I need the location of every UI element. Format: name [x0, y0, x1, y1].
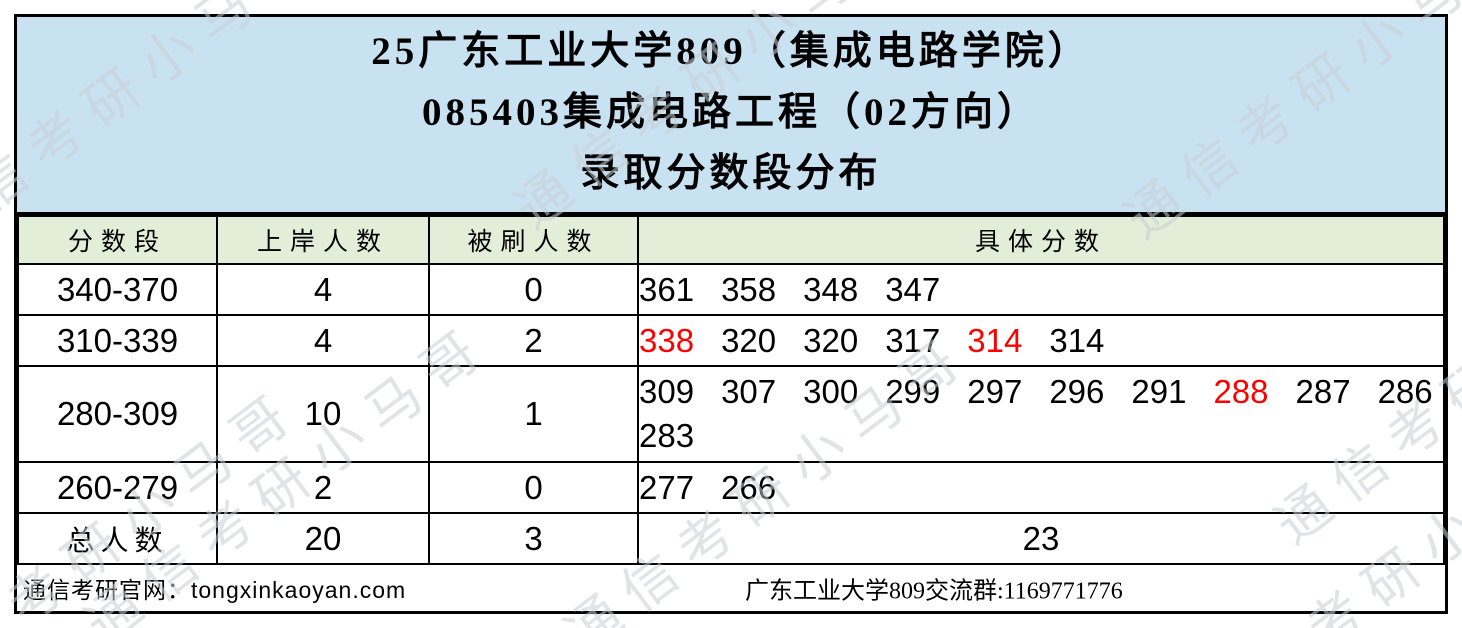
- score-value: 358: [721, 270, 777, 308]
- score-value: 287: [1295, 373, 1351, 410]
- col-header-admitted-count: 上岸人数: [216, 215, 430, 265]
- title-block: 25广东工业大学809（集成电路学院） 085403集成电路工程（02方向） 录…: [17, 17, 1445, 215]
- score-range-cell: 280-309: [17, 365, 218, 463]
- total-admitted: 20: [216, 512, 430, 565]
- score-value: 277: [639, 468, 695, 506]
- score-value: 320: [721, 321, 777, 359]
- score-value: 348: [803, 270, 859, 308]
- total-rejected: 3: [428, 512, 639, 565]
- score-range-cell: 310-339: [17, 314, 218, 367]
- admitted-count-cell: 4: [216, 263, 430, 316]
- table-row: 280-309 10 1 309 307 300 299 297 296 291 288 287 286…: [17, 365, 1445, 463]
- score-value: 297: [967, 373, 1023, 410]
- score-line: 338 320 320 317 314 314: [639, 319, 1442, 363]
- specific-scores-cell: 309 307 300 299 297 296 291 288 287 286 283: [637, 365, 1445, 463]
- score-value: 361: [639, 270, 695, 308]
- score-range-cell: 260-279: [17, 461, 218, 514]
- rejected-count-cell: 2: [428, 314, 639, 367]
- title-line-1: 25广东工业大学809（集成电路学院）: [371, 30, 1091, 73]
- table-row: 340-370 4 0 361 358 348 347: [17, 263, 1445, 316]
- specific-scores-cell: 338 320 320 317 314 314: [637, 314, 1445, 367]
- score-value: 296: [1049, 373, 1105, 410]
- table-frame: 25广东工业大学809（集成电路学院） 085403集成电路工程（02方向） 录…: [14, 14, 1448, 614]
- rejected-count-cell: 1: [428, 365, 639, 463]
- admitted-count-cell: 4: [216, 314, 430, 367]
- rejected-count-cell: 0: [428, 461, 639, 514]
- score-value: 286: [1377, 373, 1433, 410]
- score-value: 309: [639, 373, 695, 410]
- col-header-rejected-count: 被刷人数: [428, 215, 639, 265]
- score-value: 283: [639, 417, 695, 454]
- score-value: 300: [803, 373, 859, 410]
- total-scores-count: 23: [637, 512, 1445, 565]
- score-value: 307: [721, 373, 777, 410]
- header-row: 分数段 上岸人数 被刷人数 具体分数: [17, 215, 1445, 265]
- score-table: 分数段 上岸人数 被刷人数 具体分数 340-370 4 0 361 358 348 347…: [17, 215, 1445, 565]
- score-line: 283: [639, 414, 1442, 458]
- admitted-count-cell: 10: [216, 365, 430, 463]
- score-value: 314: [1049, 321, 1105, 359]
- score-value: 347: [885, 270, 941, 308]
- score-range-cell: 340-370: [17, 263, 218, 316]
- score-value: 299: [885, 373, 941, 410]
- score-value: 314: [967, 321, 1023, 359]
- footer-bar: 通信考研官网：tongxinkaoyan.com 广东工业大学809交流群:11…: [17, 565, 1445, 611]
- score-value: 288: [1213, 373, 1269, 410]
- score-value: 320: [803, 321, 859, 359]
- score-line: 277 266: [639, 466, 1442, 510]
- score-value: 338: [639, 321, 695, 359]
- table-row: 260-279 2 0 277 266: [17, 461, 1445, 514]
- col-header-score-range: 分数段: [17, 215, 218, 265]
- total-label: 总人数: [17, 512, 218, 565]
- specific-scores-cell: 361 358 348 347: [637, 263, 1445, 316]
- title-line-3: 录取分数段分布: [580, 152, 882, 195]
- score-line: 361 358 348 347: [639, 268, 1442, 312]
- specific-scores-cell: 277 266: [637, 461, 1445, 514]
- footer-official-site: 通信考研官网：tongxinkaoyan.com: [23, 577, 407, 603]
- col-header-specific-scores: 具体分数: [637, 215, 1445, 265]
- admitted-count-cell: 2: [216, 461, 430, 514]
- footer-group-number: 广东工业大学809交流群:1169771776: [745, 578, 1123, 605]
- rejected-count-cell: 0: [428, 263, 639, 316]
- total-row: 总人数 20 3 23: [17, 512, 1445, 565]
- score-value: 317: [885, 321, 941, 359]
- table-row: 310-339 4 2 338 320 320 317 314 314: [17, 314, 1445, 367]
- score-value: 291: [1131, 373, 1187, 410]
- score-line: 309 307 300 299 297 296 291 288 287 286: [639, 370, 1442, 414]
- score-value: 266: [721, 468, 777, 506]
- title-line-2: 085403集成电路工程（02方向）: [421, 91, 1040, 134]
